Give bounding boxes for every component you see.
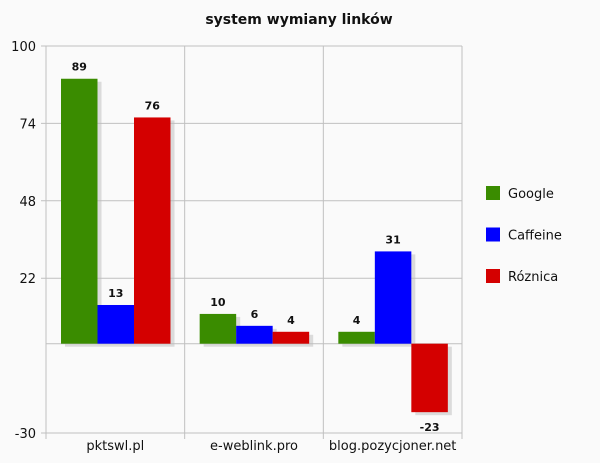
bar-caffeine — [97, 304, 134, 344]
legend-swatch-róznica — [486, 269, 500, 283]
legend-label: Caffeine — [508, 229, 562, 244]
bar-caffeine — [236, 325, 273, 344]
data-label: 10 — [210, 296, 226, 309]
bar-google — [61, 78, 98, 344]
legend-swatch-google — [486, 186, 500, 200]
legend-label: Róznica — [508, 270, 558, 285]
x-tick-label: e-weblink.pro — [210, 439, 298, 454]
y-tick-label: 22 — [19, 272, 36, 287]
data-label: 89 — [72, 61, 87, 74]
bar-róznica — [134, 117, 171, 344]
bar-google — [199, 313, 237, 344]
chart-title: system wymiany linków — [205, 12, 392, 28]
legend-label: Google — [508, 187, 554, 202]
y-tick-label: 74 — [19, 117, 36, 132]
data-label: 4 — [353, 314, 361, 327]
x-tick-label: blog.pozycjoner.net — [329, 439, 457, 454]
data-label: 6 — [251, 308, 259, 321]
data-label: 4 — [287, 314, 295, 327]
bar-google — [338, 331, 375, 344]
y-tick-label: 48 — [19, 195, 36, 210]
x-tick-label: pktswl.pl — [86, 439, 144, 454]
bar-caffeine — [374, 251, 412, 344]
data-label: 31 — [385, 233, 400, 246]
data-label: -23 — [420, 421, 440, 434]
data-label: 76 — [145, 99, 161, 112]
data-label: 13 — [108, 287, 123, 300]
legend-swatch-caffeine — [486, 227, 500, 242]
bar-róznica — [411, 343, 448, 413]
y-tick-label: -30 — [15, 427, 36, 442]
y-tick-label: 100 — [11, 40, 36, 55]
bar-róznica — [272, 331, 310, 344]
